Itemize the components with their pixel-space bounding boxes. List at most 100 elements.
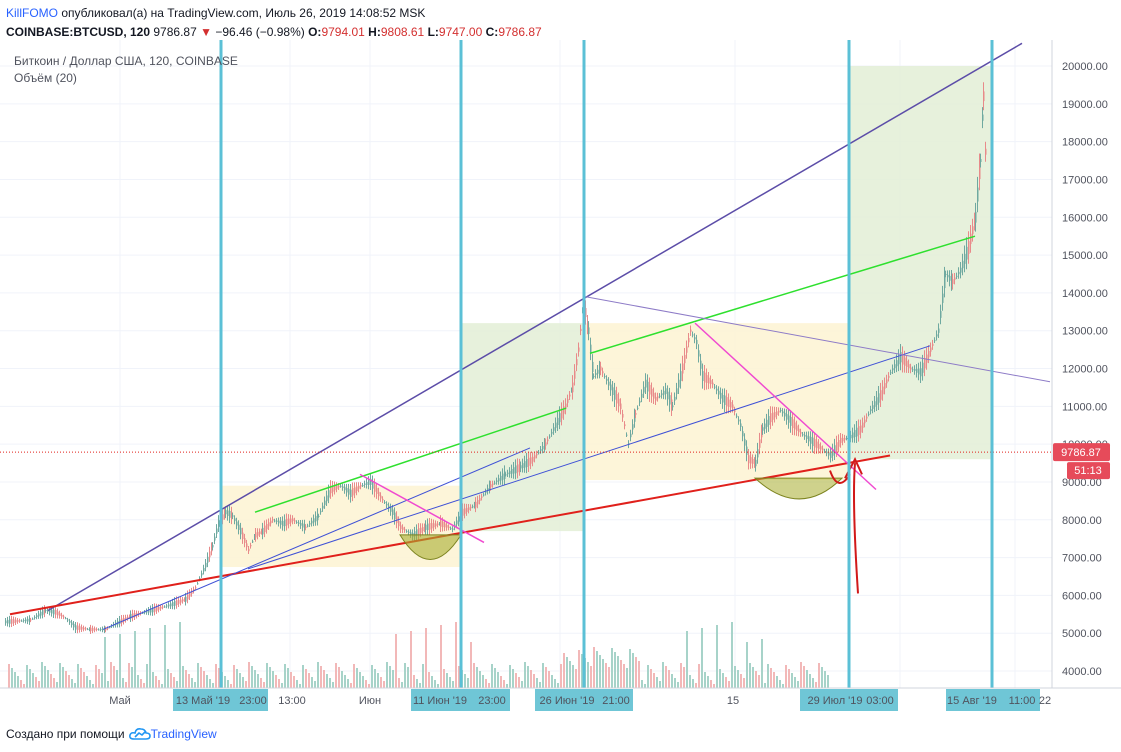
volume-bar bbox=[116, 670, 118, 688]
volume-bar bbox=[575, 669, 577, 688]
candle-body bbox=[444, 523, 446, 528]
time-label-box bbox=[535, 689, 633, 711]
candle-body bbox=[949, 275, 951, 281]
candle-body bbox=[757, 449, 759, 458]
candle-body bbox=[567, 399, 569, 403]
candle-body bbox=[176, 600, 178, 606]
candle-body bbox=[100, 628, 102, 630]
candle-body bbox=[509, 470, 511, 474]
vertical-markers bbox=[219, 40, 994, 688]
candle-body bbox=[690, 329, 692, 332]
y-tick-label: 18000.00 bbox=[1062, 137, 1108, 149]
candle-body bbox=[433, 523, 435, 528]
candle-body bbox=[496, 480, 498, 482]
volume-bar bbox=[491, 664, 493, 688]
candle-body bbox=[262, 527, 264, 535]
candle-body bbox=[672, 405, 674, 408]
volume-bar bbox=[812, 678, 814, 688]
candle-body bbox=[187, 594, 189, 600]
volume-bar bbox=[395, 634, 397, 688]
candle-body bbox=[712, 382, 714, 385]
candle-body bbox=[98, 629, 100, 631]
price-axis[interactable]: 4000.00 5000.00 6000.00 7000.00 8000.00 9000.… bbox=[1062, 61, 1108, 678]
candle-body bbox=[736, 415, 738, 417]
candle-body bbox=[229, 510, 231, 518]
candle-body bbox=[802, 434, 804, 436]
candle-body bbox=[127, 616, 129, 619]
candle-body bbox=[386, 503, 388, 506]
volume-bar bbox=[431, 676, 433, 688]
volume-bar bbox=[440, 625, 442, 688]
volume-bar bbox=[194, 682, 196, 688]
descending-line-1 bbox=[359, 473, 485, 544]
candle-body bbox=[350, 489, 352, 497]
volume-bar bbox=[74, 683, 76, 688]
candle-body bbox=[784, 412, 786, 417]
candle-body bbox=[936, 334, 938, 337]
candle-body bbox=[288, 518, 290, 524]
volume-bar bbox=[296, 680, 298, 688]
volume-bars bbox=[8, 622, 829, 688]
volume-bar bbox=[473, 663, 475, 688]
candle-body bbox=[168, 604, 170, 607]
candle-body bbox=[282, 520, 284, 527]
candle-body bbox=[738, 419, 740, 422]
volume-bar bbox=[185, 670, 187, 688]
volume-bar bbox=[398, 678, 400, 688]
volume-bar bbox=[572, 665, 574, 688]
volume-bar bbox=[632, 653, 634, 688]
volume-bar bbox=[158, 680, 160, 688]
candle-body bbox=[464, 508, 466, 514]
volume-bar bbox=[11, 668, 13, 688]
candle-body bbox=[199, 578, 201, 580]
candle-body bbox=[448, 526, 450, 528]
volume-bar bbox=[668, 670, 670, 688]
volume-bar bbox=[608, 667, 610, 688]
candle-body bbox=[544, 442, 546, 448]
candle-body bbox=[576, 359, 578, 366]
candle-body bbox=[614, 390, 616, 400]
volume-bar bbox=[20, 680, 22, 688]
candle-body bbox=[669, 395, 671, 405]
candle-body bbox=[826, 451, 828, 454]
time-axis[interactable]: Май 13 Май '19 23:00 13:00 Июн 11 Июн '19 23:0… bbox=[109, 689, 1051, 711]
volume-bar bbox=[458, 666, 460, 688]
candle-body bbox=[87, 629, 89, 631]
volume-bar bbox=[500, 676, 502, 688]
candle-body bbox=[632, 424, 634, 430]
volume-bar bbox=[332, 682, 334, 688]
candle-body bbox=[307, 525, 309, 527]
volume-bar bbox=[350, 683, 352, 688]
volume-bar bbox=[107, 681, 109, 688]
candle-body bbox=[983, 91, 985, 102]
volume-bar bbox=[824, 671, 826, 688]
candle-body bbox=[790, 416, 792, 426]
candle-body bbox=[414, 531, 416, 537]
candle-body bbox=[182, 599, 184, 602]
volume-bar bbox=[446, 673, 448, 688]
y-tick-label: 17000.00 bbox=[1062, 174, 1108, 186]
volume-bar bbox=[422, 664, 424, 688]
tradingview-link[interactable]: TradingView bbox=[128, 725, 217, 743]
author-link[interactable]: KillFOMO bbox=[6, 6, 58, 20]
candle-body bbox=[588, 327, 590, 334]
volume-bar bbox=[698, 664, 700, 688]
candle-body bbox=[563, 406, 565, 414]
time-label-box bbox=[411, 689, 510, 711]
volume-bar bbox=[164, 625, 166, 688]
candle-body bbox=[326, 495, 328, 502]
candle-body bbox=[356, 486, 358, 491]
candle-body bbox=[890, 372, 892, 374]
volume-bar bbox=[437, 684, 439, 688]
volume-bar bbox=[728, 681, 730, 688]
candle-body bbox=[320, 510, 322, 513]
candle-body bbox=[268, 522, 270, 527]
volume-bar bbox=[32, 673, 34, 688]
price-chart[interactable]: 4000.00 5000.00 6000.00 7000.00 8000.00 9000.… bbox=[0, 40, 1121, 720]
volume-bar bbox=[821, 667, 823, 688]
candle-body bbox=[828, 452, 830, 456]
candle-body bbox=[952, 279, 954, 284]
candle-body bbox=[94, 628, 96, 631]
candle-body bbox=[704, 372, 706, 383]
volume-bar bbox=[623, 664, 625, 688]
